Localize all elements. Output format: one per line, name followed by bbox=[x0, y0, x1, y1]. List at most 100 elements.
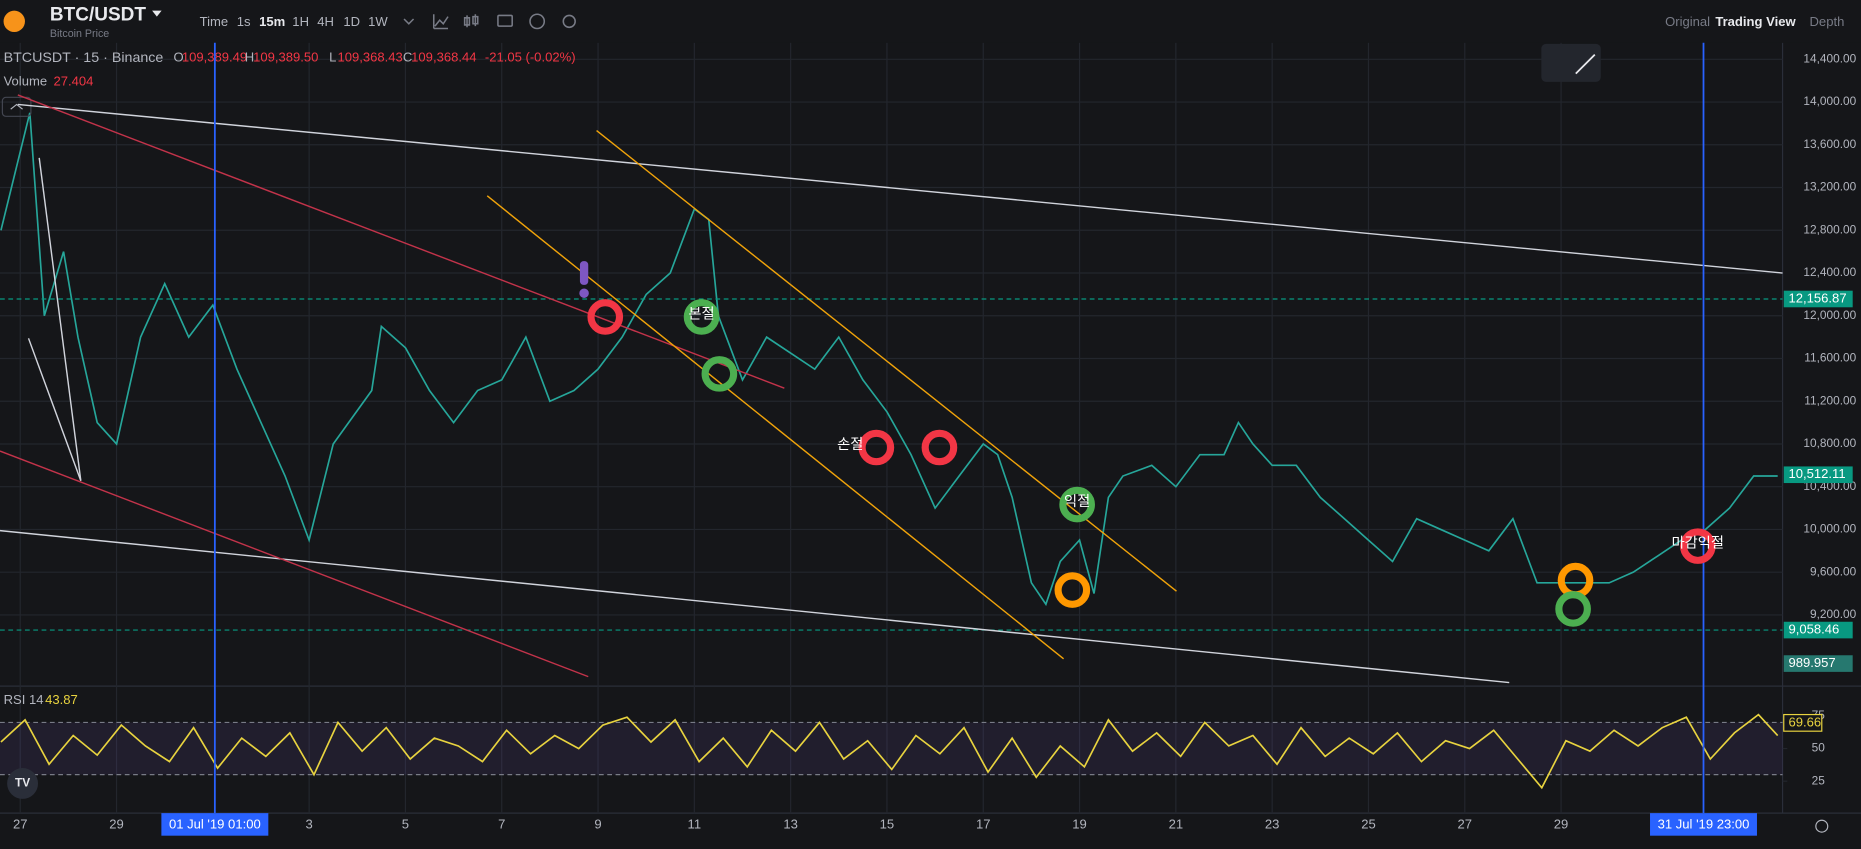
volume-label: Volume bbox=[4, 73, 48, 88]
add-icon[interactable] bbox=[529, 13, 546, 30]
price-tag bbox=[1783, 466, 1853, 484]
trend-line bbox=[0, 450, 589, 678]
ohlc-value: 109,368.44 bbox=[411, 50, 476, 65]
signal-circle bbox=[1054, 572, 1091, 608]
instrument: BTCUSDT · 15 · Binance bbox=[4, 50, 164, 66]
interval-button[interactable]: 4H bbox=[317, 14, 334, 29]
x-tick-label: 5 bbox=[402, 816, 409, 831]
ohlc-key: L bbox=[329, 50, 336, 65]
x-tick-label: 11 bbox=[688, 816, 702, 831]
volume-value: 27.404 bbox=[53, 73, 93, 88]
ohlc-key: H bbox=[245, 50, 254, 65]
drawing-toolbar[interactable] bbox=[1541, 43, 1601, 82]
price-tag bbox=[1783, 621, 1853, 639]
trend-line bbox=[17, 103, 1783, 274]
rsi-band bbox=[0, 722, 1783, 775]
settings-button[interactable] bbox=[1815, 819, 1829, 833]
x-tick-label: 15 bbox=[880, 816, 895, 831]
signal-label: 본절 bbox=[688, 305, 714, 322]
y-tick-label: 12,800.00 bbox=[1803, 222, 1856, 236]
indicator-icon[interactable] bbox=[432, 14, 449, 30]
x-tick-label: 27 bbox=[13, 816, 28, 831]
settings-icon[interactable] bbox=[562, 14, 576, 29]
symbol[interactable]: BTC/USDT bbox=[50, 4, 146, 25]
signal-circle bbox=[701, 356, 738, 392]
ohlc-key: O bbox=[174, 50, 184, 65]
x-tick-label: 29 bbox=[109, 816, 124, 831]
ohlc-value: 109,368.43 bbox=[337, 50, 402, 65]
collapse-icon bbox=[10, 103, 23, 110]
signal-circle bbox=[921, 429, 958, 466]
rsi-tag bbox=[1783, 713, 1823, 732]
chart-type-icon[interactable] bbox=[463, 14, 479, 28]
x-tick-label: 13 bbox=[783, 816, 798, 831]
collapse-button[interactable] bbox=[1, 96, 32, 117]
y-tick-label: 9,200.00 bbox=[1810, 607, 1857, 621]
view-button[interactable]: Original bbox=[1665, 14, 1710, 29]
signal-label: 마감익절 bbox=[1672, 535, 1724, 552]
overlay: 989.957 12,156.87 10,512.11 9,058.46 본절손절익절마… bbox=[4, 42, 1853, 814]
y-tick-label: 10,000.00 bbox=[1803, 522, 1856, 536]
rsi-tick-label: 50 bbox=[1812, 741, 1826, 755]
signal-label: 익절 bbox=[1064, 493, 1090, 510]
price-tag-label: 10,512.11 bbox=[1789, 466, 1846, 481]
interval-button[interactable]: 1H bbox=[292, 14, 309, 29]
y-tick-label: 10,800.00 bbox=[1803, 436, 1856, 450]
symbol-dropdown[interactable] bbox=[152, 10, 162, 17]
camera-icon[interactable] bbox=[497, 14, 513, 27]
x-tick-label: 9 bbox=[594, 816, 601, 831]
y-tick-label: 11,600.00 bbox=[1804, 351, 1856, 365]
y-tick-label: 12,000.00 bbox=[1803, 308, 1856, 322]
x-tick-label: 23 bbox=[1265, 816, 1280, 831]
y-tick-label: 14,400.00 bbox=[1803, 51, 1856, 65]
y-tick-label: 13,600.00 bbox=[1803, 137, 1856, 151]
tv-logo[interactable] bbox=[7, 768, 39, 799]
x-tick-label: 29 bbox=[1554, 816, 1569, 831]
price-tag-label: 9,058.46 bbox=[1789, 622, 1840, 637]
volume-tag-label: 989.957 bbox=[1789, 655, 1836, 670]
channel-line bbox=[596, 130, 1177, 592]
interval-bar: Time 1s 15m 1H 4H 1D 1W bbox=[200, 14, 389, 29]
y-tick-label: 13,200.00 bbox=[1803, 180, 1856, 194]
interval-button[interactable]: 15m bbox=[259, 14, 285, 29]
more-icon[interactable] bbox=[403, 18, 415, 25]
price-line bbox=[0, 112, 1778, 607]
interval-button[interactable]: 1W bbox=[368, 14, 388, 29]
x-tick-label: 25 bbox=[1361, 816, 1376, 831]
chart-pane: 9,200.009,600.0010,000.0010,400.0010,800… bbox=[0, 42, 1861, 814]
x-tick-label: 27 bbox=[1458, 816, 1473, 831]
rsi-line bbox=[0, 713, 1779, 790]
view-button[interactable]: Depth bbox=[1810, 14, 1845, 29]
rsi-tag-label: 69.66 bbox=[1789, 714, 1822, 729]
price-tag bbox=[1783, 290, 1853, 308]
interval-button[interactable]: Time bbox=[200, 14, 229, 29]
interval-button[interactable]: 1D bbox=[343, 14, 360, 29]
price-tag-label: 12,156.87 bbox=[1789, 290, 1847, 305]
toolbar-icons bbox=[403, 13, 576, 30]
ohlc-key: C bbox=[403, 50, 412, 65]
signal-circle bbox=[683, 299, 720, 335]
x-tick-label: 21 bbox=[1169, 816, 1184, 831]
trendline-tool[interactable] bbox=[1575, 53, 1596, 75]
y-tick-label: 14,000.00 bbox=[1803, 94, 1856, 108]
tv-logo-mark: TV bbox=[15, 776, 30, 790]
trend-line bbox=[17, 94, 785, 389]
subtitle: Bitcoin Price bbox=[50, 28, 109, 40]
signal-circle bbox=[1059, 486, 1095, 523]
x-tick-highlight bbox=[1650, 813, 1757, 836]
volume-tag bbox=[1783, 655, 1853, 672]
x-tick-label: 19 bbox=[1072, 816, 1087, 831]
interval-button[interactable]: 1s bbox=[237, 14, 251, 29]
x-tick-highlight bbox=[161, 813, 269, 836]
signal-circle bbox=[1555, 591, 1591, 627]
signal-circle bbox=[1679, 528, 1716, 564]
rsi-value: 43.87 bbox=[45, 692, 78, 707]
rsi-label: RSI 14 bbox=[4, 692, 44, 707]
x-tick-label: 7 bbox=[498, 816, 505, 831]
top-bar bbox=[0, 0, 1861, 43]
x-tick-label: 17 bbox=[976, 816, 991, 831]
view-button[interactable]: Trading View bbox=[1715, 14, 1796, 29]
signal-label: 손절 bbox=[837, 436, 863, 453]
